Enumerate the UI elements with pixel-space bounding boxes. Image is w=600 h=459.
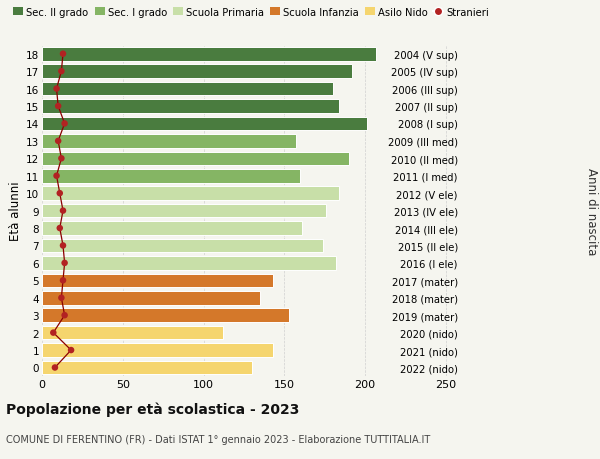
Point <box>60 312 70 319</box>
Bar <box>42 118 367 131</box>
Point <box>60 260 70 267</box>
Point <box>50 364 60 371</box>
Bar <box>42 204 326 218</box>
Bar <box>42 239 323 253</box>
Point <box>58 242 68 250</box>
Bar <box>42 309 289 322</box>
Text: Popolazione per età scolastica - 2023: Popolazione per età scolastica - 2023 <box>6 402 299 416</box>
Point <box>56 155 66 162</box>
Point <box>60 121 70 128</box>
Legend: Sec. II grado, Sec. I grado, Scuola Primaria, Scuola Infanzia, Asilo Nido, Stran: Sec. II grado, Sec. I grado, Scuola Prim… <box>13 8 489 18</box>
Bar <box>42 83 333 96</box>
Bar <box>42 291 260 305</box>
Point <box>58 207 68 215</box>
Point <box>53 138 63 145</box>
Point <box>55 190 65 197</box>
Bar <box>42 274 273 287</box>
Point <box>58 51 68 58</box>
Point <box>66 347 76 354</box>
Point <box>52 86 61 93</box>
Bar <box>42 326 223 340</box>
Bar <box>42 48 376 62</box>
Point <box>52 173 61 180</box>
Y-axis label: Età alunni: Età alunni <box>9 181 22 241</box>
Bar <box>42 187 339 201</box>
Bar <box>42 257 336 270</box>
Point <box>56 68 66 76</box>
Bar <box>42 343 273 357</box>
Bar <box>42 222 302 235</box>
Point <box>55 225 65 232</box>
Point <box>58 277 68 285</box>
Bar <box>42 100 339 113</box>
Bar <box>42 65 352 79</box>
Bar <box>42 135 296 148</box>
Point <box>56 294 66 302</box>
Bar <box>42 169 301 183</box>
Text: Anni di nascita: Anni di nascita <box>584 168 598 255</box>
Bar <box>42 361 252 375</box>
Text: COMUNE DI FERENTINO (FR) - Dati ISTAT 1° gennaio 2023 - Elaborazione TUTTITALIA.: COMUNE DI FERENTINO (FR) - Dati ISTAT 1°… <box>6 434 430 444</box>
Bar <box>42 152 349 166</box>
Point <box>53 103 63 111</box>
Point <box>49 329 58 336</box>
